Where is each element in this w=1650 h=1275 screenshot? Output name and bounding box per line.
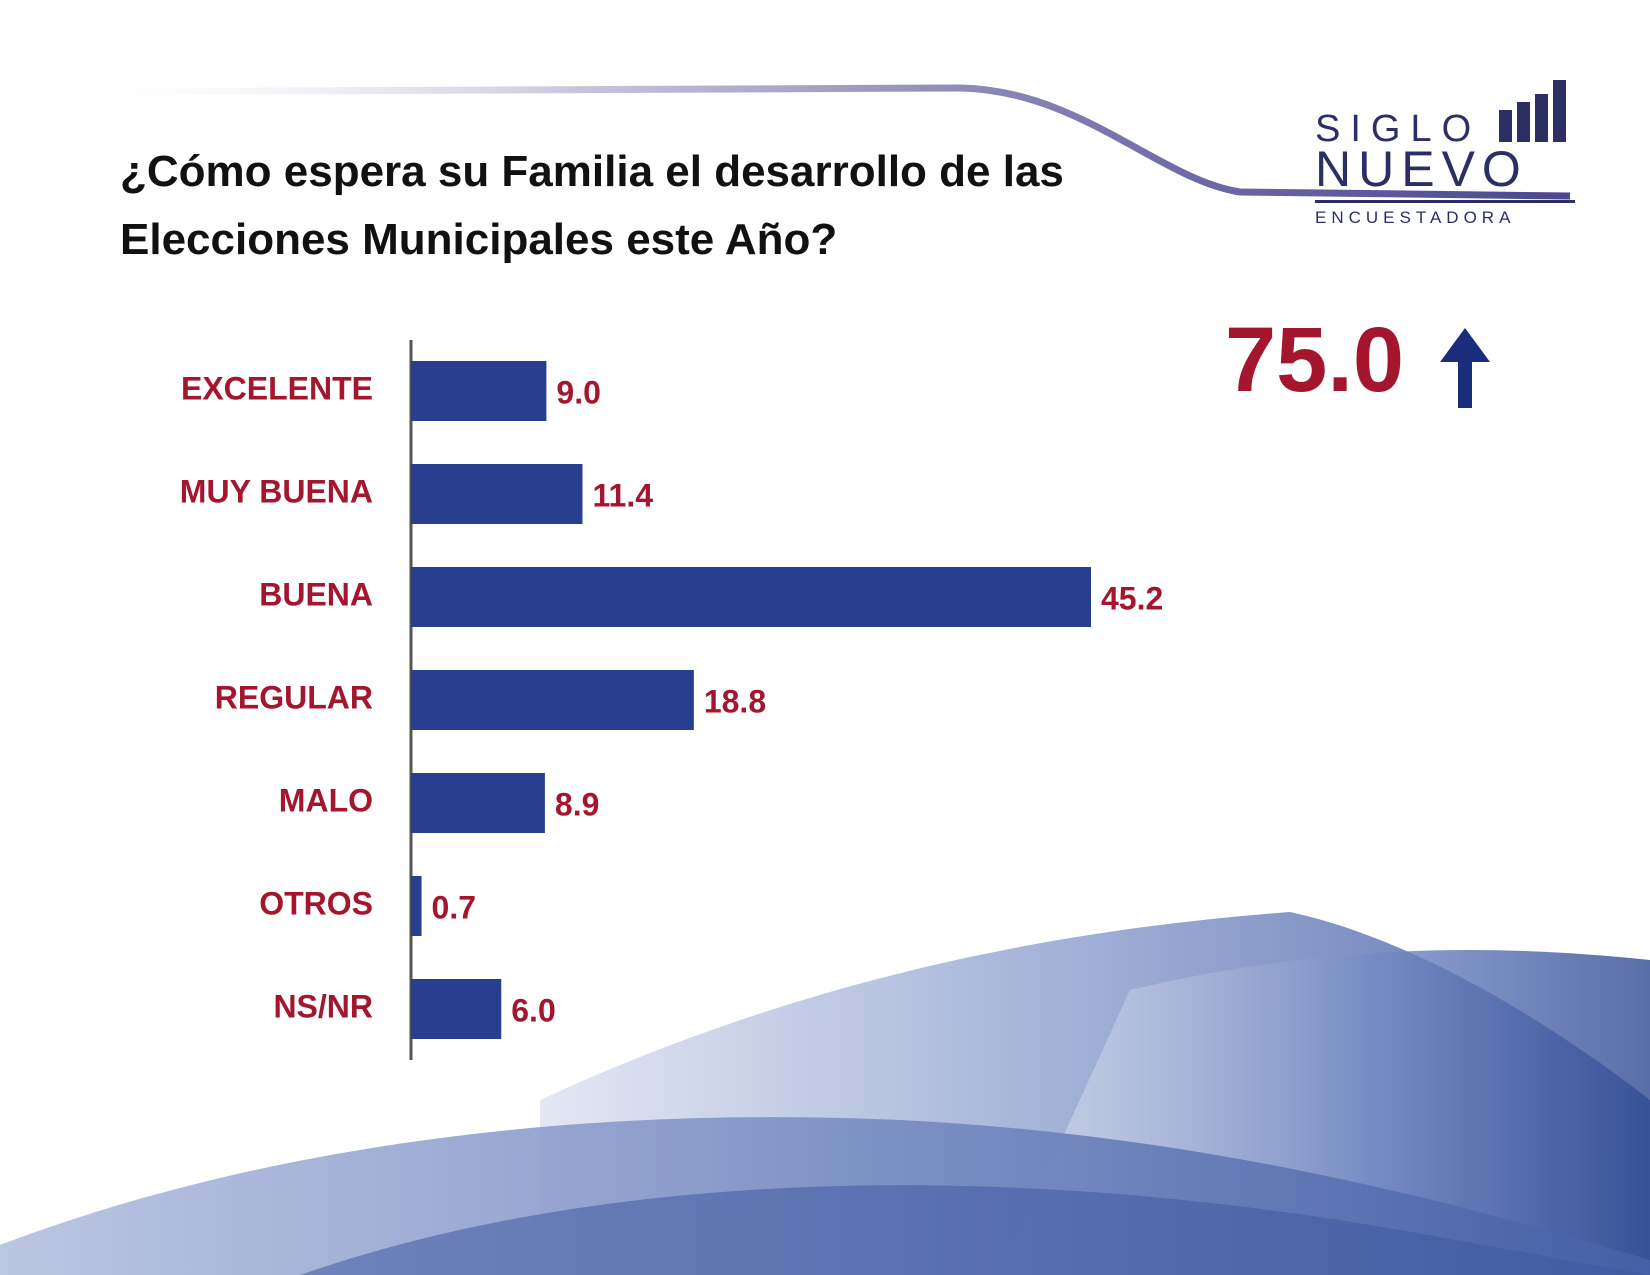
category-label: REGULAR bbox=[215, 679, 373, 715]
logo-line3: ENCUESTADORA bbox=[1315, 208, 1516, 227]
category-label: BUENA bbox=[259, 576, 373, 612]
top-swoosh-line bbox=[39, 84, 1571, 200]
value-label: 9.0 bbox=[556, 374, 600, 410]
bar-chart-logo-icon bbox=[1499, 80, 1566, 142]
category-label: OTROS bbox=[259, 885, 373, 921]
logo-divider bbox=[1315, 200, 1575, 203]
value-label: 45.2 bbox=[1101, 580, 1163, 616]
value-label: 0.7 bbox=[432, 889, 476, 925]
bar-buena bbox=[411, 567, 1091, 627]
bar-regular bbox=[411, 670, 694, 730]
wave-highlight bbox=[300, 1185, 1650, 1275]
value-label: 18.8 bbox=[704, 683, 766, 719]
summary-value: 75.0 bbox=[1225, 309, 1405, 411]
bar-otros bbox=[411, 876, 422, 936]
category-label: MUY BUENA bbox=[180, 473, 373, 509]
bar-malo bbox=[411, 773, 545, 833]
value-label: 11.4 bbox=[593, 477, 654, 513]
category-label: MALO bbox=[279, 782, 373, 818]
bar-excelente bbox=[411, 361, 547, 421]
category-label: EXCELENTE bbox=[181, 370, 373, 406]
value-label: 8.9 bbox=[555, 786, 599, 822]
logo-line2: NUEVO bbox=[1315, 141, 1528, 197]
chart-title: ¿Cómo espera su Familia el desarrollo de… bbox=[120, 147, 1064, 264]
arrow-up-icon bbox=[1440, 328, 1490, 408]
bar-muy-buena bbox=[411, 464, 583, 524]
bar-ns-nr bbox=[411, 979, 502, 1039]
value-label: 6.0 bbox=[511, 992, 555, 1028]
logo: SIGLO NUEVO ENCUESTADORA bbox=[1305, 80, 1575, 230]
logo-line1: SIGLO bbox=[1315, 108, 1482, 150]
category-label: NS/NR bbox=[273, 988, 373, 1024]
